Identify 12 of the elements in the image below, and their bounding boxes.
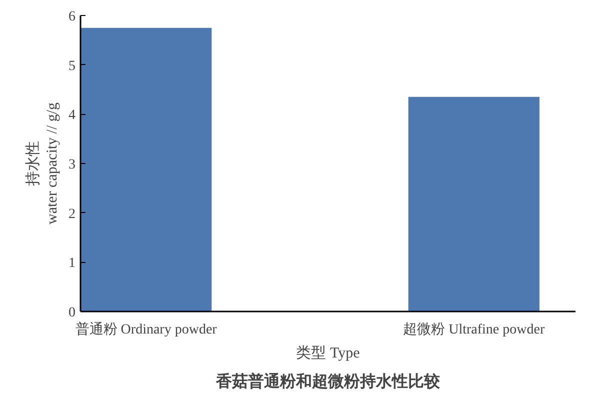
y-tick-label: 1	[68, 256, 76, 272]
y-tick-label: 6	[68, 10, 76, 24]
y-tick-label: 2	[68, 206, 76, 222]
x-tick-label: 普通粉 Ordinary powder	[75, 320, 218, 338]
text: 香菇普通粉和超微粉持水性比较	[215, 372, 441, 390]
y-axis-title: 持水性 water capacity // g/g	[24, 102, 60, 225]
x-tick-label: 超微粉 Ultrafine powder	[403, 322, 545, 338]
x-axis-title: 类型 Type	[296, 344, 360, 362]
y-tick-label: 4	[68, 108, 76, 124]
y-tick-label: 5	[68, 58, 76, 74]
y-tick-label: 0	[68, 306, 76, 320]
y-tick-label: 3	[68, 158, 76, 172]
